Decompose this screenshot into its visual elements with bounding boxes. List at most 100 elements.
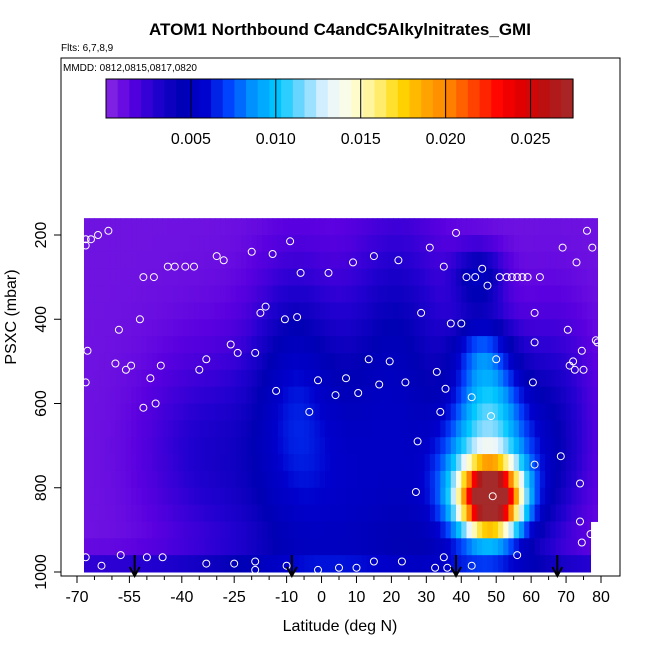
- heatmap-cell: [377, 352, 384, 371]
- heatmap-cell: [83, 218, 90, 236]
- heatmap-cell: [330, 369, 337, 388]
- heatmap-cell: [136, 369, 143, 388]
- heatmap-cell: [235, 235, 242, 253]
- heatmap-cell: [262, 555, 268, 573]
- heatmap-cell: [482, 470, 488, 489]
- heatmap-cell: [571, 302, 578, 320]
- heatmap-cell: [293, 504, 300, 522]
- heatmap-cell: [293, 235, 300, 253]
- heatmap-cell: [445, 218, 452, 236]
- heatmap-cell: [555, 487, 562, 506]
- heatmap-cell: [550, 251, 557, 270]
- heatmap-cell: [456, 420, 462, 438]
- heatmap-cell: [89, 235, 95, 253]
- heatmap-cell: [560, 369, 567, 388]
- heatmap-cell: [529, 504, 536, 522]
- heatmap-cell: [157, 504, 164, 522]
- heatmap-cell: [550, 403, 557, 421]
- heatmap-cell: [435, 521, 441, 539]
- heatmap-cell: [131, 521, 137, 539]
- heatmap-cell: [178, 218, 185, 236]
- heatmap-cell: [476, 504, 483, 522]
- heatmap-cell: [188, 302, 195, 320]
- heatmap-cell: [466, 268, 473, 287]
- heatmap-cell: [178, 504, 185, 522]
- heatmap-cell: [566, 521, 572, 539]
- heatmap-cell: [162, 437, 169, 455]
- heatmap-cell: [351, 521, 357, 539]
- heatmap-cell: [94, 218, 101, 236]
- heatmap-cell: [576, 352, 583, 371]
- heatmap-cell: [524, 555, 530, 573]
- sample-point: [572, 258, 581, 267]
- heatmap-cell: [372, 319, 378, 337]
- heatmap-cell: [503, 369, 509, 388]
- heatmap-cell: [503, 555, 509, 573]
- heatmap-cell: [566, 470, 572, 489]
- heatmap-cell: [356, 235, 363, 253]
- heatmap-cell: [146, 487, 153, 506]
- heatmap-cell: [99, 352, 106, 371]
- heatmap-cell: [204, 251, 211, 270]
- heatmap-cell: [592, 437, 599, 455]
- heatmap-cell: [545, 235, 551, 253]
- heatmap-cell: [256, 470, 263, 489]
- heatmap-cell: [288, 235, 295, 253]
- heatmap-cell: [513, 437, 520, 455]
- heatmap-cell: [220, 319, 226, 337]
- heatmap-cell: [283, 487, 289, 506]
- heatmap-cell: [361, 218, 368, 236]
- heatmap-cell: [99, 336, 106, 354]
- heatmap-cell: [304, 302, 310, 320]
- heatmap-cell: [136, 538, 143, 556]
- heatmap-cell: [387, 538, 394, 556]
- heatmap-cell: [429, 555, 436, 573]
- heatmap-cell: [136, 336, 143, 354]
- heatmap-cell: [382, 555, 389, 573]
- heatmap-cell: [110, 521, 116, 539]
- heatmap-cell: [89, 470, 95, 489]
- heatmap-cell: [256, 420, 263, 438]
- sample-point: [111, 359, 120, 368]
- heatmap-cell: [456, 454, 462, 472]
- heatmap-cell: [476, 369, 483, 388]
- heatmap-cell: [534, 470, 541, 489]
- heatmap-cell: [345, 487, 352, 506]
- heatmap-cell: [592, 369, 599, 388]
- heatmap-cell: [592, 251, 599, 270]
- heatmap-cell: [351, 218, 357, 236]
- heatmap-cell: [361, 285, 368, 303]
- sample-point: [518, 273, 527, 282]
- heatmap-cell: [194, 538, 200, 556]
- heatmap-cell: [99, 454, 106, 472]
- heatmap-cell: [361, 235, 368, 253]
- colorbar-segment: [211, 79, 224, 118]
- x-axis-label: Latitude (deg N): [283, 618, 398, 635]
- heatmap-cell: [356, 538, 363, 556]
- heatmap-cell: [241, 437, 247, 455]
- heatmap-cell: [251, 420, 258, 438]
- heatmap-cell: [120, 235, 127, 253]
- sample-point: [335, 563, 343, 572]
- heatmap-cell: [141, 319, 148, 337]
- heatmap-cell: [272, 454, 279, 472]
- heatmap-cell: [482, 336, 488, 354]
- heatmap-cell: [550, 437, 557, 455]
- heatmap-cell: [466, 454, 473, 472]
- heatmap-cell: [503, 521, 509, 539]
- heatmap-cell: [408, 302, 415, 320]
- heatmap-cell: [99, 268, 106, 287]
- heatmap-cell: [356, 251, 363, 270]
- heatmap-cell: [550, 268, 557, 287]
- heatmap-cell: [424, 538, 431, 556]
- heatmap-cell: [325, 470, 331, 489]
- heatmap-cell: [214, 336, 221, 354]
- heatmap-cell: [456, 352, 462, 371]
- heatmap-cell: [99, 218, 106, 236]
- colorbar-segment: [246, 79, 259, 118]
- heatmap-cell: [272, 521, 279, 539]
- heatmap-cell: [461, 504, 468, 522]
- heatmap-cell: [267, 352, 274, 371]
- heatmap-cell: [325, 538, 331, 556]
- heatmap-cell: [214, 555, 221, 573]
